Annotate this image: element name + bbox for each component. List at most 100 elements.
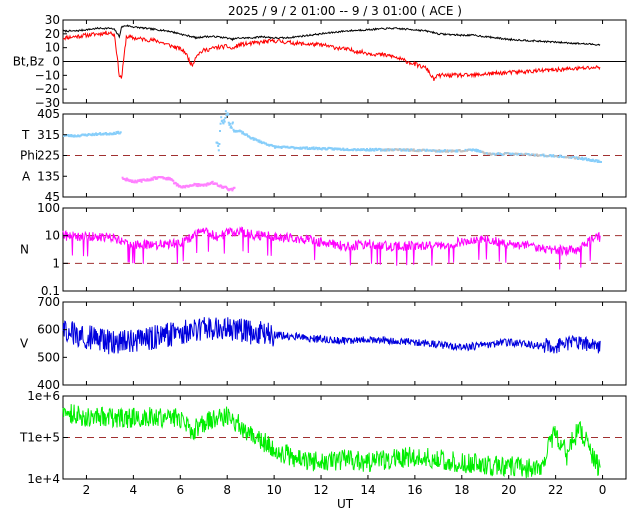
- phi-point: [312, 146, 315, 149]
- phi-point: [399, 148, 402, 151]
- panel-density: [62, 207, 627, 292]
- phi-point: [443, 150, 446, 153]
- y-axis-label-n: N: [20, 243, 29, 257]
- phi-point: [375, 147, 377, 150]
- phi-point: [475, 148, 478, 151]
- phi-scatter-point: [216, 142, 219, 145]
- phi-scatter-point: [232, 128, 235, 131]
- phi-point: [346, 147, 349, 150]
- theta-point: [220, 184, 223, 187]
- theta-point: [133, 181, 136, 184]
- x-tick-label: 0: [599, 483, 607, 497]
- phi-point: [253, 137, 256, 140]
- phi-point: [387, 148, 390, 151]
- theta-point: [154, 177, 157, 180]
- theta-point: [172, 179, 175, 182]
- phi-point: [454, 150, 457, 153]
- theta-point: [196, 185, 199, 188]
- theta-point: [199, 184, 202, 187]
- phi-point: [471, 149, 474, 152]
- phi-point: [577, 158, 579, 160]
- phi-point: [570, 157, 573, 159]
- phi-scatter-point: [228, 123, 231, 126]
- phi-point: [479, 149, 482, 152]
- phi-point: [257, 140, 260, 143]
- theta-point: [208, 183, 211, 186]
- phi-point: [400, 149, 403, 152]
- chart-title: 2025 / 9 / 2 01:00 -- 9 / 3 01:00 ( ACE …: [228, 4, 462, 18]
- phi-point: [365, 149, 368, 152]
- phi-point: [112, 133, 115, 136]
- theta-point: [177, 184, 180, 187]
- phi-point: [580, 158, 583, 160]
- phi-point: [90, 134, 93, 137]
- phi-point: [417, 150, 420, 153]
- speed-series: [62, 317, 601, 355]
- phi-point: [240, 130, 243, 133]
- y-tick-label: 10: [45, 41, 60, 55]
- phi-point: [324, 147, 327, 150]
- phi-point: [108, 133, 111, 136]
- phi-point: [450, 150, 453, 153]
- theta-point: [155, 176, 158, 179]
- phi-point: [333, 148, 336, 151]
- phi-point: [385, 149, 388, 152]
- phi-point: [535, 153, 538, 156]
- phi-point: [581, 156, 584, 159]
- y-tick-label: 400: [37, 378, 60, 392]
- phi-point: [119, 131, 122, 134]
- y-tick-label: −30: [35, 96, 60, 110]
- phi-point: [585, 157, 588, 160]
- phi-point: [366, 148, 368, 150]
- theta-point: [161, 176, 164, 179]
- x-tick-label: 12: [313, 483, 328, 497]
- phi-scatter-point: [231, 122, 234, 125]
- phi-point: [104, 132, 107, 134]
- theta-point: [167, 176, 170, 179]
- phi-point: [437, 150, 440, 153]
- theta-point: [205, 184, 208, 187]
- y-axis-label-bt-bz: Bt,Bz: [13, 55, 44, 69]
- phi-point: [409, 149, 412, 152]
- phi-point: [458, 149, 461, 151]
- phi-point: [342, 147, 345, 150]
- phi-point: [246, 133, 249, 136]
- phi-point: [597, 159, 600, 162]
- phi-point: [416, 149, 419, 152]
- phi-point: [552, 154, 555, 157]
- phi-point: [407, 149, 410, 152]
- phi-point: [318, 146, 321, 149]
- phi-point: [407, 148, 409, 151]
- phi-point: [596, 161, 599, 163]
- phi-point: [70, 134, 73, 136]
- theta-point: [233, 186, 236, 189]
- phi-point: [242, 131, 244, 134]
- phi-point: [265, 142, 267, 145]
- phi-point: [474, 149, 477, 152]
- phi-point: [241, 132, 244, 135]
- phi-scatter-point: [229, 126, 232, 129]
- theta-point: [218, 185, 221, 188]
- x-tick-label: 10: [266, 483, 281, 497]
- theta-point: [130, 179, 133, 182]
- phi-point: [412, 148, 415, 151]
- phi-point: [330, 147, 333, 150]
- phi-point: [251, 136, 254, 139]
- y-axis-label-a: A: [22, 169, 31, 183]
- theta-point: [121, 176, 124, 179]
- phi-point: [463, 150, 466, 153]
- y-tick-label: 10: [45, 229, 60, 243]
- theta-point: [181, 186, 184, 189]
- phi-point: [384, 149, 386, 152]
- phi-point: [402, 149, 405, 152]
- phi-scatter-point: [218, 143, 221, 145]
- y-axis-label-v: V: [20, 337, 29, 351]
- phi-point: [320, 148, 323, 151]
- phi-point: [559, 154, 562, 157]
- phi-point: [72, 135, 75, 138]
- phi-scatter-point: [223, 120, 226, 123]
- theta-point: [210, 182, 213, 185]
- phi-point: [315, 147, 318, 149]
- phi-scatter-point: [233, 129, 236, 132]
